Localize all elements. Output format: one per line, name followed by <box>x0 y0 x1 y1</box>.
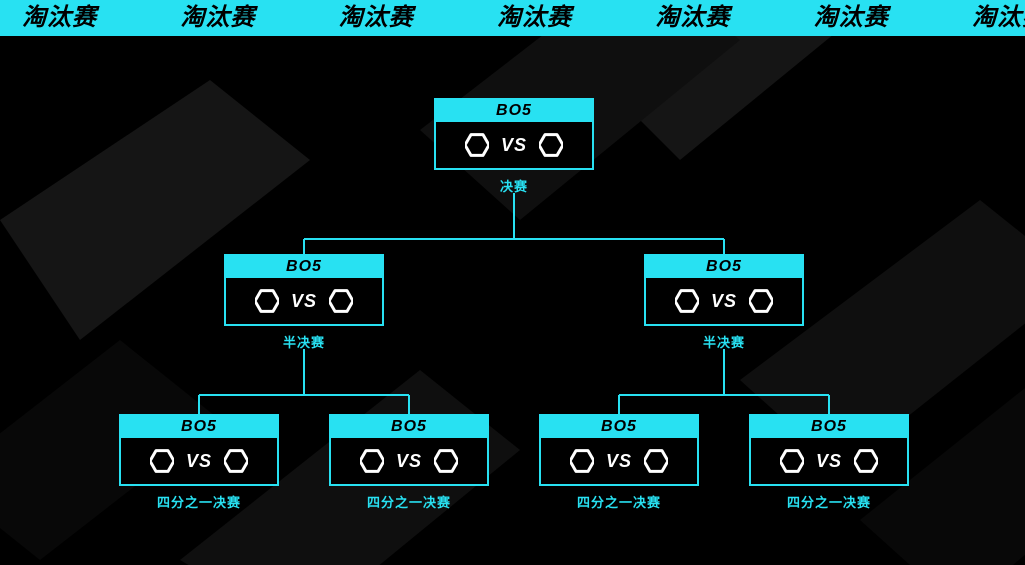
match-node-qf2[interactable]: BO5 VS <box>329 414 489 486</box>
team-slot-icon <box>570 449 594 473</box>
vs-label: VS <box>396 451 422 472</box>
team-slot-icon <box>329 289 353 313</box>
round-label-semifinal: 半决赛 <box>644 332 804 351</box>
match-node-qf3[interactable]: BO5 VS <box>539 414 699 486</box>
match-node-qf1[interactable]: BO5 VS <box>119 414 279 486</box>
team-slot-icon <box>360 449 384 473</box>
round-label-quarterfinal: 四分之一决赛 <box>749 492 909 511</box>
round-label-quarterfinal: 四分之一决赛 <box>119 492 279 511</box>
match-header: BO5 <box>331 416 487 438</box>
match-header: BO5 <box>121 416 277 438</box>
team-slot-icon <box>675 289 699 313</box>
team-slot-icon <box>854 449 878 473</box>
match-node-sf1[interactable]: BO5 VS <box>224 254 384 326</box>
match-header: BO5 <box>436 100 592 122</box>
vs-label: VS <box>291 291 317 312</box>
vs-label: VS <box>816 451 842 472</box>
team-slot-icon <box>539 133 563 157</box>
round-label-final: 决赛 <box>434 176 594 195</box>
vs-label: VS <box>501 135 527 156</box>
match-body: VS <box>121 438 277 484</box>
match-header: BO5 <box>751 416 907 438</box>
match-header: BO5 <box>226 256 382 278</box>
match-header: BO5 <box>541 416 697 438</box>
vs-label: VS <box>186 451 212 472</box>
team-slot-icon <box>644 449 668 473</box>
match-body: VS <box>436 122 592 168</box>
match-body: VS <box>541 438 697 484</box>
bracket-stage: 淘汰赛淘汰赛淘汰赛淘汰赛淘汰赛淘汰赛淘汰赛 BO5VS决赛BO5VS半决赛BO5… <box>0 0 1025 565</box>
vs-label: VS <box>606 451 632 472</box>
match-body: VS <box>751 438 907 484</box>
match-body: VS <box>331 438 487 484</box>
team-slot-icon <box>465 133 489 157</box>
team-slot-icon <box>224 449 248 473</box>
match-body: VS <box>646 278 802 324</box>
vs-label: VS <box>711 291 737 312</box>
team-slot-icon <box>749 289 773 313</box>
match-node-qf4[interactable]: BO5 VS <box>749 414 909 486</box>
team-slot-icon <box>150 449 174 473</box>
match-node-sf2[interactable]: BO5 VS <box>644 254 804 326</box>
team-slot-icon <box>255 289 279 313</box>
round-label-semifinal: 半决赛 <box>224 332 384 351</box>
round-label-quarterfinal: 四分之一决赛 <box>539 492 699 511</box>
match-node-final[interactable]: BO5 VS <box>434 98 594 170</box>
match-header: BO5 <box>646 256 802 278</box>
team-slot-icon <box>434 449 458 473</box>
match-body: VS <box>226 278 382 324</box>
team-slot-icon <box>780 449 804 473</box>
round-label-quarterfinal: 四分之一决赛 <box>329 492 489 511</box>
